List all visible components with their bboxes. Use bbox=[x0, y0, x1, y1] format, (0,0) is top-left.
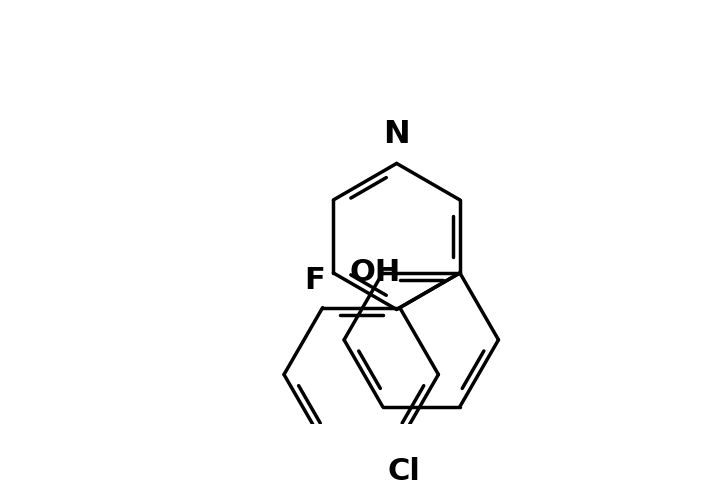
Text: N: N bbox=[383, 119, 410, 150]
Text: F: F bbox=[304, 266, 325, 295]
Text: Cl: Cl bbox=[388, 457, 421, 486]
Text: OH: OH bbox=[349, 258, 401, 288]
